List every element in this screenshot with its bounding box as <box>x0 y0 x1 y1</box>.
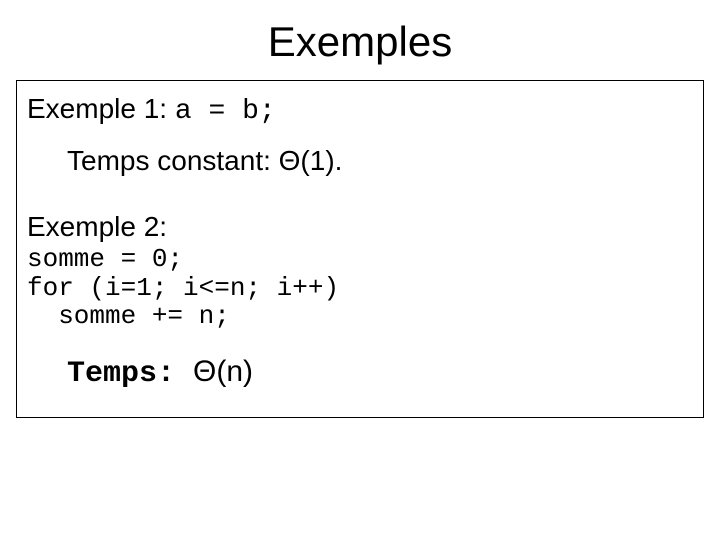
example-2-heading: Exemple 2: <box>27 211 693 243</box>
example-1-time-label: Temps constant: <box>67 145 279 176</box>
content-box: Exemple 1: a = b; Temps constant: Θ(1). … <box>16 80 704 418</box>
example-1-code: a = b; <box>175 96 276 127</box>
example-2-time-value: Θ(n) <box>193 355 253 388</box>
example-2-code: somme = 0; for (i=1; i<=n; i++) somme +=… <box>27 245 693 331</box>
example-1-time: Temps constant: Θ(1). <box>67 145 693 177</box>
slide-title: Exemples <box>0 18 720 66</box>
example-2-time-label: Temps: <box>67 357 193 391</box>
slide: Exemples Exemple 1: a = b; Temps constan… <box>0 18 720 558</box>
example-2-time: Temps: Θ(n) <box>67 355 693 391</box>
example-1-label: Exemple 1: <box>27 93 175 124</box>
example-1-time-value: Θ(1). <box>279 145 343 176</box>
example-1-heading: Exemple 1: a = b; <box>27 93 693 127</box>
